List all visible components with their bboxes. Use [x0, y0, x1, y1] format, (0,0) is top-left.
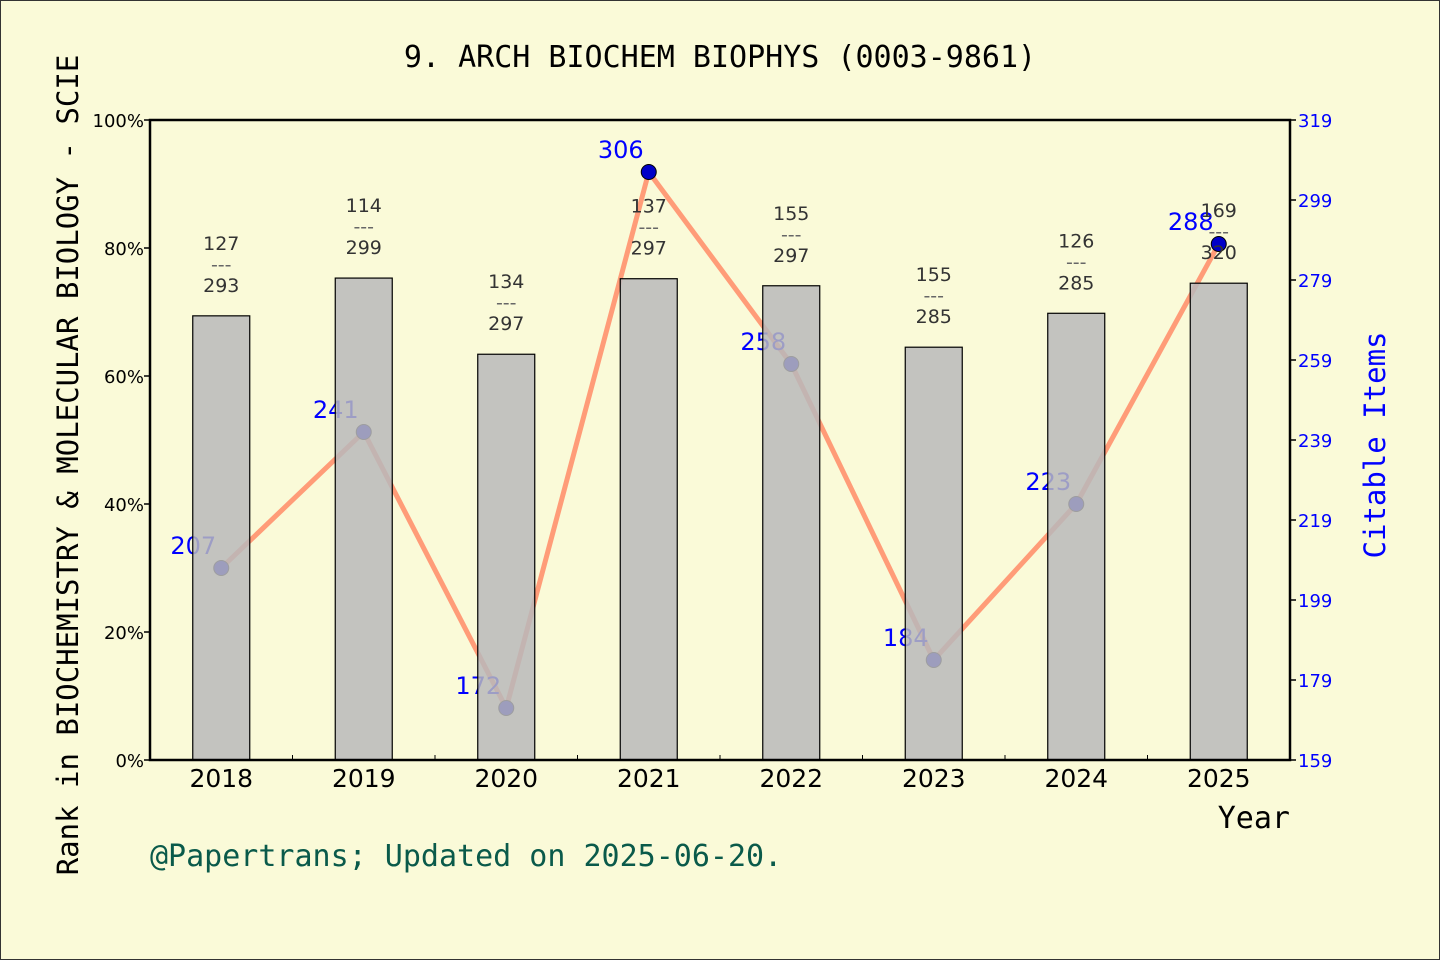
line-data-label: 288	[1168, 208, 1214, 236]
right-tick-label: 319	[1298, 111, 1332, 132]
x-tick-label: 2023	[902, 764, 966, 793]
bar-rank-label: 127	[203, 233, 239, 255]
right-tick-label: 279	[1298, 271, 1332, 292]
left-tick-label: 0%	[115, 751, 144, 772]
bar-separator: ---	[1208, 221, 1229, 243]
bar-total-label: 297	[631, 238, 667, 260]
line-marker	[1210, 236, 1227, 252]
x-tick-label: 2021	[617, 764, 681, 793]
bar-rank-label: 137	[631, 196, 667, 218]
x-tick-label: 2020	[474, 764, 538, 793]
bar-total-label: 299	[346, 237, 382, 259]
plot-area-border	[148, 118, 1292, 762]
footer-credit: @Papertrans; Updated on 2025-06-20.	[150, 839, 782, 874]
bar-rank-label: 155	[773, 203, 809, 225]
left-tick-label: 80%	[104, 239, 144, 260]
bar-separator: ---	[923, 285, 944, 307]
bar-separator: ---	[638, 217, 659, 239]
right-tick-label: 179	[1298, 671, 1332, 692]
bar-total-label: 297	[488, 313, 524, 335]
x-axis-label: Year	[1218, 801, 1290, 836]
bar-separator: ---	[781, 224, 802, 246]
x-tick-label: 2019	[332, 764, 396, 793]
right-tick-label: 199	[1298, 591, 1332, 612]
left-tick-label: 20%	[104, 623, 144, 644]
left-tick-label: 60%	[104, 367, 144, 388]
rank-bar	[477, 353, 536, 761]
y-axis-left-label: Rank in BIOCHEMISTRY & MOLECULAR BIOLOGY…	[51, 55, 85, 876]
right-tick-label: 299	[1298, 191, 1332, 212]
bar-rank-label: 169	[1201, 200, 1237, 222]
x-tick-label: 2022	[759, 764, 823, 793]
right-tick-label: 219	[1298, 511, 1332, 532]
bar-total-label: 297	[773, 245, 809, 267]
bar-separator: ---	[211, 254, 232, 276]
left-tick-label: 100%	[93, 111, 144, 132]
bar-total-label: 320	[1201, 242, 1237, 264]
right-tick-label: 259	[1298, 351, 1332, 372]
bar-total-label: 285	[1058, 272, 1094, 294]
rank-bar	[192, 315, 251, 761]
bar-rank-label: 114	[346, 195, 382, 217]
bar-separator: ---	[496, 292, 517, 314]
x-tick-label: 2025	[1187, 764, 1251, 793]
x-tick-label: 2024	[1044, 764, 1108, 793]
chart-title: 9. ARCH BIOCHEM BIOPHYS (0003-9861)	[404, 40, 1036, 75]
x-tick-label: 2018	[189, 764, 253, 793]
rank-bar	[1189, 282, 1248, 761]
bar-separator: ---	[353, 216, 374, 238]
bar-total-label: 285	[916, 306, 952, 328]
left-tick-label: 40%	[104, 495, 144, 516]
bar-separator: ---	[1066, 251, 1087, 273]
y-axis-right-label: Citable Items	[1358, 332, 1392, 559]
rank-bar	[904, 346, 963, 761]
bar-rank-label: 126	[1058, 230, 1094, 252]
rank-bar	[762, 285, 821, 761]
bar-rank-label: 134	[488, 271, 524, 293]
line-data-label: 306	[598, 136, 644, 164]
right-tick-label: 159	[1298, 751, 1332, 772]
bar-rank-label: 155	[916, 264, 952, 286]
rank-bar	[619, 278, 678, 761]
rank-bar	[1047, 312, 1106, 761]
rank-bar	[334, 277, 393, 761]
bar-total-label: 293	[203, 275, 239, 297]
line-marker	[640, 164, 657, 180]
right-tick-label: 239	[1298, 431, 1332, 452]
